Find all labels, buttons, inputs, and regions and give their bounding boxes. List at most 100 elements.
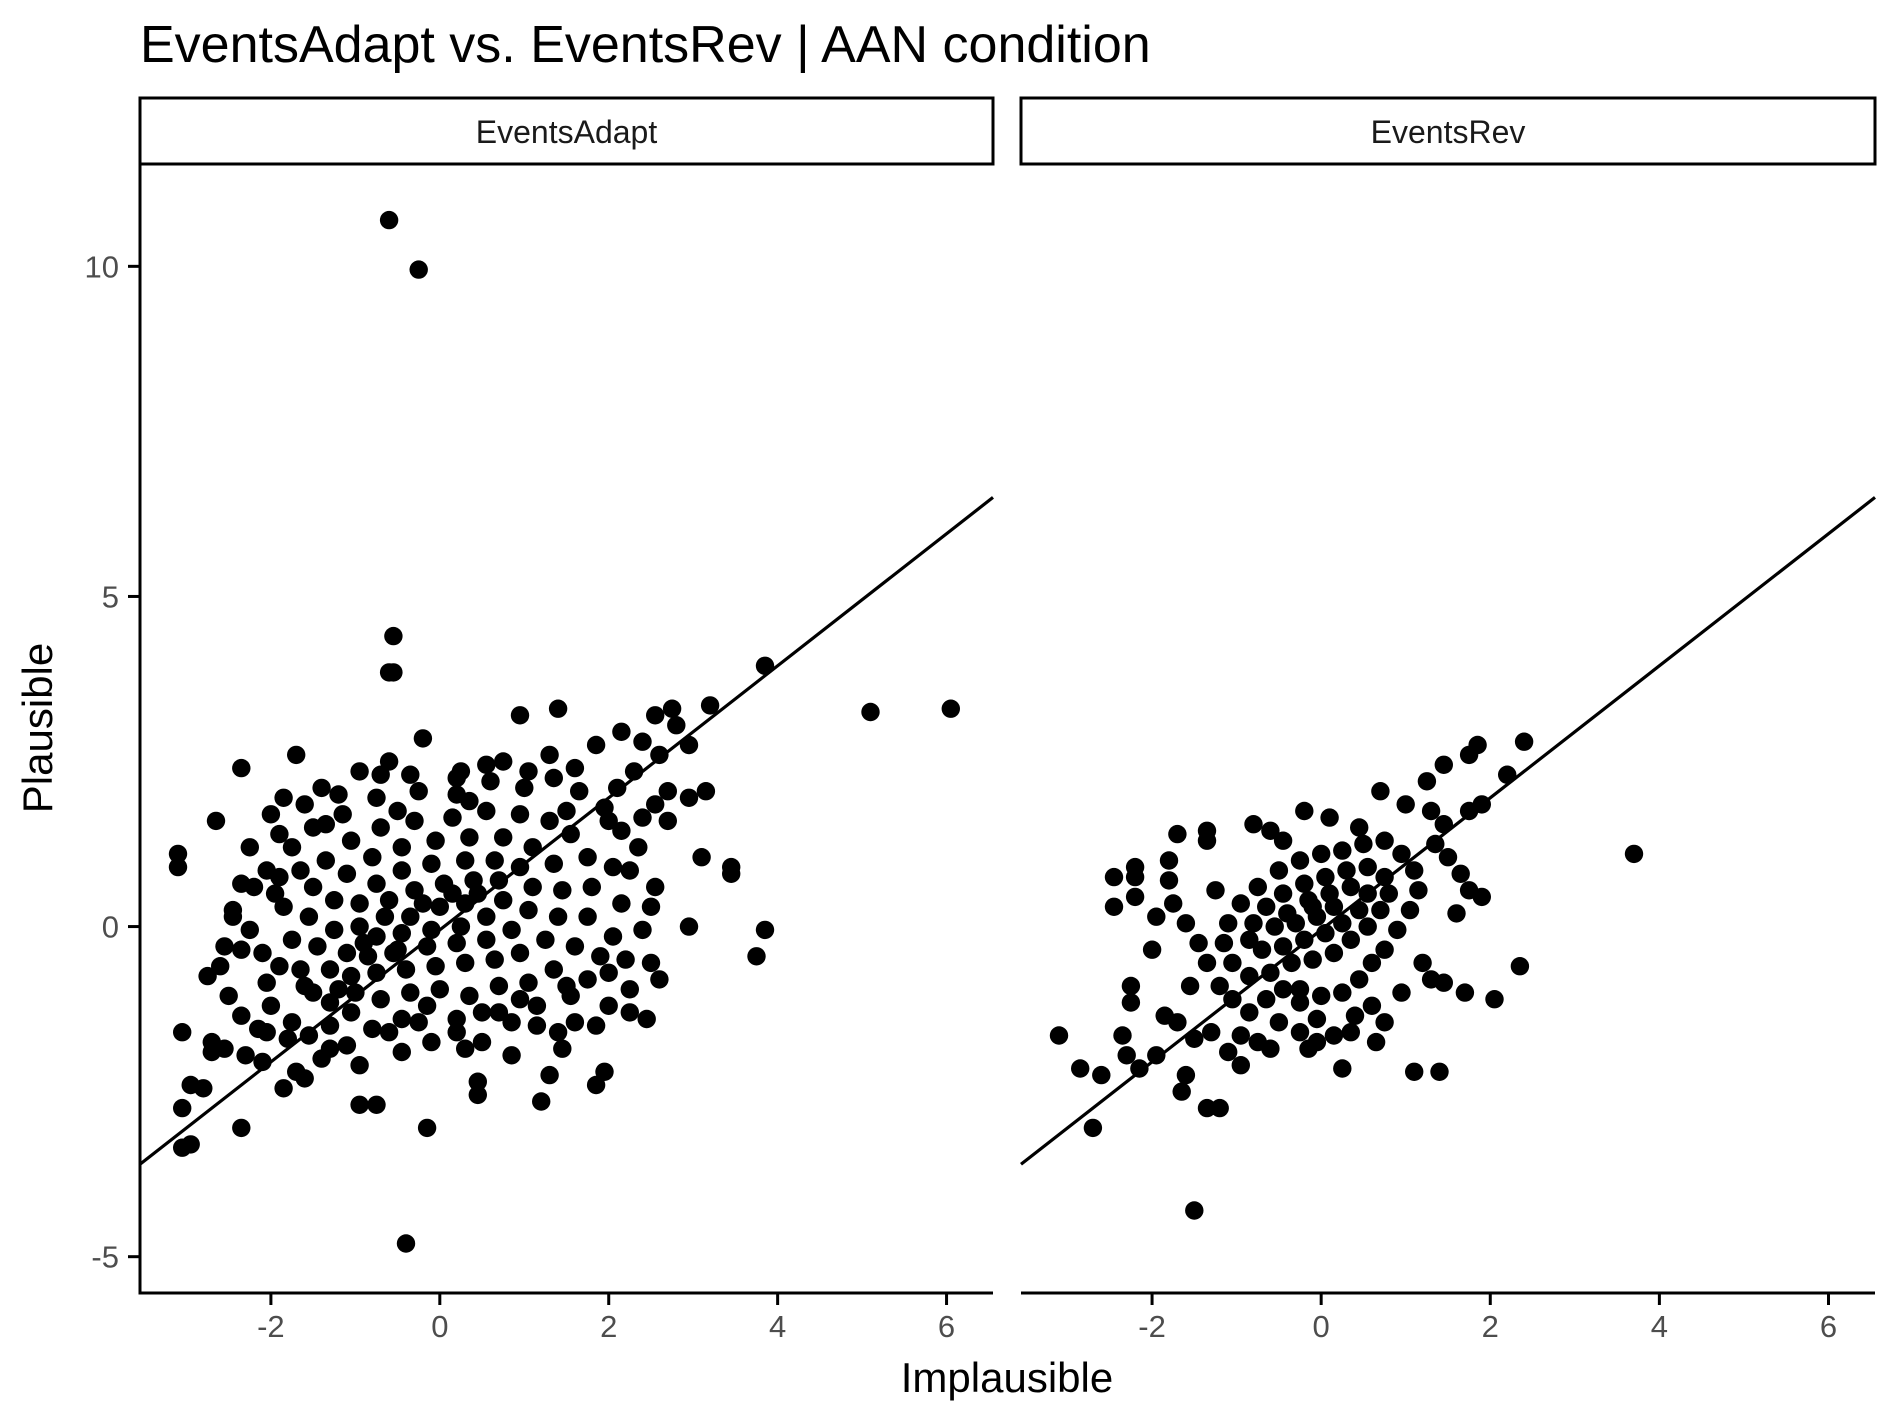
data-point: [1375, 940, 1394, 959]
data-point: [202, 1042, 221, 1062]
x-tick-label: 6: [1820, 1309, 1837, 1344]
data-point: [363, 848, 382, 867]
data-point: [232, 758, 251, 778]
data-point: [1214, 933, 1234, 953]
data-point: [1121, 993, 1141, 1012]
data-point: [679, 788, 699, 807]
data-point: [1341, 1022, 1361, 1042]
data-point: [413, 894, 433, 913]
data-point: [388, 801, 407, 821]
data-point: [658, 811, 677, 831]
data-point: [861, 702, 880, 722]
data-point: [603, 927, 623, 946]
data-point: [354, 933, 373, 953]
data-point: [240, 920, 259, 940]
data-point: [320, 993, 340, 1012]
data-point: [232, 940, 251, 959]
data-point: [392, 924, 411, 943]
data-point: [456, 953, 475, 973]
data-point: [401, 983, 420, 1002]
data-point: [350, 894, 369, 913]
data-point: [447, 933, 466, 953]
data-point: [1345, 1006, 1365, 1025]
data-point: [612, 894, 631, 913]
data-point: [371, 990, 390, 1009]
data-point: [270, 867, 289, 887]
data-point: [1434, 755, 1454, 774]
data-point: [405, 811, 424, 831]
data-point: [181, 1135, 200, 1154]
data-point: [1396, 795, 1415, 814]
data-point: [544, 854, 563, 873]
data-point: [679, 917, 699, 936]
data-point: [1231, 1026, 1251, 1045]
data-point: [456, 1039, 475, 1058]
data-point: [578, 907, 597, 926]
data-point: [1290, 980, 1310, 999]
data-point: [308, 937, 327, 956]
data-point: [1273, 884, 1293, 903]
data-point: [1459, 745, 1479, 765]
data-point: [1147, 1046, 1166, 1065]
data-point: [1413, 953, 1432, 973]
data-point: [1159, 871, 1179, 890]
data-point: [1273, 980, 1293, 999]
data-point: [700, 696, 720, 715]
data-point: [1299, 1039, 1318, 1058]
data-point: [1371, 782, 1390, 801]
data-point: [586, 735, 606, 755]
data-point: [367, 874, 386, 893]
data-point: [1244, 815, 1263, 834]
data-point: [1219, 1042, 1238, 1062]
data-point: [1624, 844, 1644, 864]
panel-strip-label-eventsrev: EventsRev: [1371, 114, 1526, 150]
data-point: [1113, 1026, 1132, 1045]
data-point: [1485, 990, 1504, 1009]
data-point: [1252, 940, 1272, 959]
data-point: [553, 1039, 572, 1058]
data-point: [637, 1009, 656, 1029]
data-point: [274, 1079, 293, 1098]
data-point: [489, 1003, 509, 1022]
data-point: [320, 1039, 340, 1058]
data-point: [1405, 1062, 1424, 1082]
data-point: [1333, 1059, 1352, 1078]
data-point: [599, 996, 618, 1015]
data-point: [405, 881, 424, 900]
data-point: [173, 1022, 192, 1042]
data-point: [1130, 1059, 1149, 1078]
data-point: [1371, 900, 1390, 920]
data-point: [540, 1065, 559, 1085]
data-point: [586, 1016, 606, 1035]
data-point: [447, 1022, 466, 1042]
data-point: [1261, 1039, 1280, 1058]
data-point: [350, 1056, 369, 1075]
data-point: [173, 1098, 192, 1118]
data-point: [1421, 801, 1441, 821]
y-axis-title: Plausible: [14, 643, 61, 813]
data-point: [211, 957, 230, 976]
data-point: [1375, 867, 1394, 887]
data-point: [295, 1069, 314, 1088]
data-point: [1202, 1022, 1221, 1042]
data-point: [413, 729, 433, 748]
data-point: [1159, 851, 1179, 870]
data-point: [232, 1006, 251, 1025]
x-tick-label: 0: [431, 1309, 448, 1344]
data-point: [468, 1072, 487, 1091]
x-tick-label: 0: [1313, 1309, 1330, 1344]
data-point: [1459, 881, 1479, 900]
data-point: [316, 815, 335, 834]
data-point: [1400, 900, 1420, 920]
data-point: [333, 805, 352, 824]
data-point: [565, 1013, 585, 1032]
data-point: [350, 762, 369, 781]
points-eventsrev: [1049, 732, 1644, 1220]
data-point: [565, 937, 585, 956]
data-point: [223, 900, 243, 920]
data-point: [1180, 976, 1200, 996]
data-point: [375, 907, 395, 926]
data-point: [451, 762, 471, 781]
data-point: [519, 762, 538, 781]
x-tick-label: 4: [1651, 1309, 1668, 1344]
